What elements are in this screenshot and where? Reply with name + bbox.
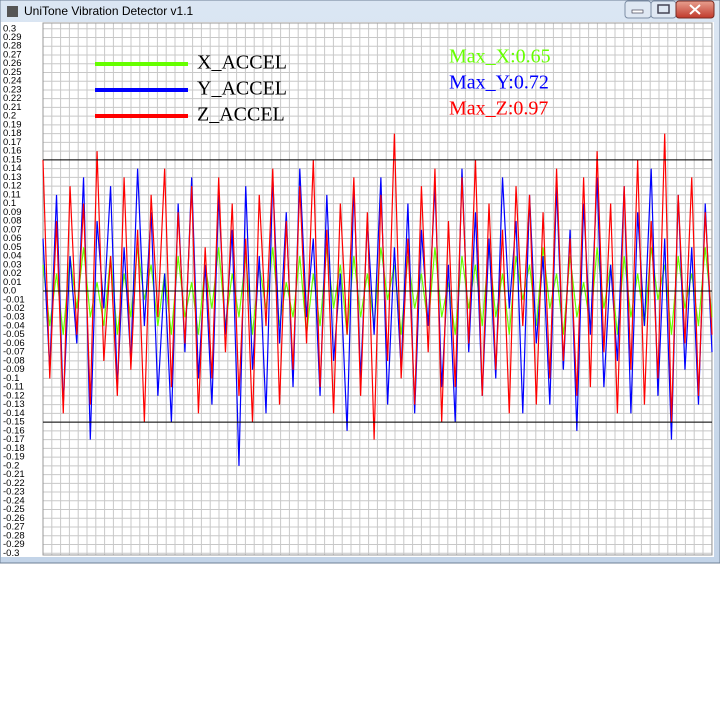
- y-tick-label: -0.06: [3, 338, 25, 349]
- y-tick-label: 0.06: [3, 233, 22, 244]
- legend-label: Z_ACCEL: [197, 104, 285, 126]
- y-tick-label: -0.02: [3, 303, 25, 314]
- y-tick-label: 0.24: [3, 76, 22, 87]
- y-tick-label: -0.23: [3, 487, 25, 498]
- y-tick-label: 0.09: [3, 207, 22, 218]
- y-tick-label: -0.17: [3, 434, 25, 445]
- y-tick-label: 0.12: [3, 181, 22, 192]
- y-tick-label: 0.2: [3, 111, 16, 122]
- y-tick-label: 0.14: [3, 163, 22, 174]
- y-tick-label: 0.08: [3, 216, 22, 227]
- y-tick-label: -0.25: [3, 504, 25, 515]
- y-tick-label: -0.22: [3, 478, 25, 489]
- legend: X_ACCEL Y_ACCEL Z_ACCEL Max_X:0.65 Max_Y:0.7…: [95, 46, 551, 126]
- window-title: UniTone Vibration Detector v1.1: [24, 4, 194, 18]
- y-tick-label: 0.01: [3, 277, 22, 288]
- y-tick-label: -0.03: [3, 312, 25, 323]
- maximize-icon: [657, 4, 670, 14]
- y-tick-label: 0.0: [3, 286, 16, 297]
- y-tick-label: -0.08: [3, 355, 25, 366]
- minimize-icon: [631, 9, 644, 14]
- y-tick-label: -0.28: [3, 530, 25, 541]
- legend-label: Y_ACCEL: [197, 78, 287, 100]
- y-tick-label: -0.1: [3, 373, 19, 384]
- y-tick-label: 0.18: [3, 128, 22, 139]
- y-tick-label: 0.11: [3, 189, 21, 200]
- close-icon: [689, 4, 701, 15]
- y-tick-label: -0.01: [3, 294, 25, 305]
- y-tick-label: 0.25: [3, 67, 22, 78]
- y-tick-label: 0.05: [3, 242, 22, 253]
- y-tick-label: -0.13: [3, 399, 25, 410]
- y-tick-label: 0.15: [3, 154, 22, 165]
- y-tick-label: -0.27: [3, 522, 25, 533]
- y-tick-label: -0.11: [3, 382, 24, 393]
- y-tick-label: 0.19: [3, 119, 22, 130]
- y-tick-label: 0.16: [3, 146, 22, 157]
- y-tick-label: 0.26: [3, 58, 22, 69]
- y-tick-label: 0.3: [3, 23, 16, 34]
- y-tick-label: 0.1: [3, 198, 16, 209]
- y-tick-label: -0.26: [3, 513, 25, 524]
- series-line: [42, 133, 713, 440]
- grid: 0.30.290.280.270.260.250.240.230.220.210…: [3, 22, 713, 559]
- y-tick-label: 0.28: [3, 41, 22, 52]
- y-tick-label: -0.15: [3, 417, 25, 428]
- y-tick-label: 0.29: [3, 32, 22, 43]
- y-tick-label: -0.14: [3, 408, 25, 419]
- y-tick-label: -0.12: [3, 390, 25, 401]
- y-tick-label: -0.2: [3, 460, 19, 471]
- y-tick-label: -0.09: [3, 364, 25, 375]
- y-tick-label: 0.13: [3, 172, 22, 183]
- y-tick-label: 0.03: [3, 259, 22, 270]
- y-tick-label: 0.22: [3, 93, 22, 104]
- legend-label: X_ACCEL: [197, 52, 287, 74]
- y-tick-label: 0.21: [3, 102, 22, 113]
- y-tick-label: 0.07: [3, 224, 22, 235]
- y-tick-label: -0.24: [3, 495, 25, 506]
- y-tick-label: -0.19: [3, 452, 25, 463]
- y-tick-label: -0.16: [3, 425, 25, 436]
- y-tick-label: -0.18: [3, 443, 25, 454]
- maximize-button[interactable]: [650, 0, 677, 19]
- y-tick-label: -0.29: [3, 539, 25, 550]
- y-tick-label: 0.02: [3, 268, 22, 279]
- max-annotation: Max_Z:0.97: [449, 98, 548, 120]
- series-line: [42, 168, 713, 466]
- max-annotation: Max_X:0.65: [449, 46, 551, 68]
- app-icon: [7, 6, 18, 17]
- minimize-button[interactable]: [624, 0, 652, 19]
- y-tick-label: -0.21: [3, 469, 25, 480]
- y-tick-label: 0.23: [3, 84, 22, 95]
- y-tick-label: 0.04: [3, 251, 22, 262]
- y-tick-label: -0.07: [3, 347, 25, 358]
- y-tick-label: -0.3: [3, 548, 19, 559]
- y-tick-label: -0.04: [3, 320, 25, 331]
- plot: [42, 133, 713, 466]
- plot-border: [42, 22, 713, 556]
- y-tick-label: 0.27: [3, 49, 22, 60]
- y-tick-label: 0.17: [3, 137, 22, 148]
- max-annotation: Max_Y:0.72: [449, 72, 549, 94]
- y-tick-label: -0.05: [3, 329, 25, 340]
